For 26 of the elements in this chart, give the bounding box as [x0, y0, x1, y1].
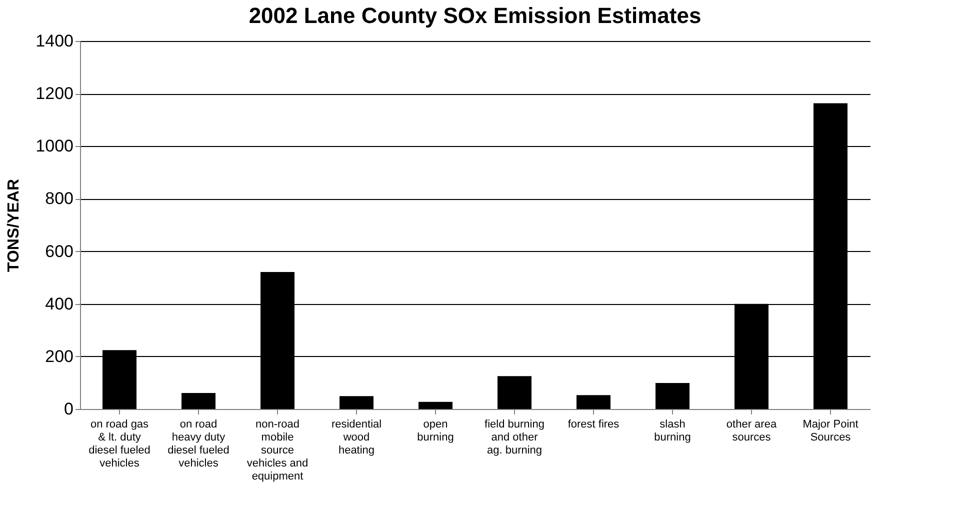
bar [498, 376, 532, 409]
y-tick-label: 600 [45, 242, 74, 261]
y-tick-label: 1000 [36, 136, 74, 156]
bar [656, 382, 690, 409]
x-tick-label: field burning and other ag. burning [484, 418, 544, 456]
bar [576, 395, 610, 409]
y-tick-label: 200 [45, 346, 74, 366]
x-tick-label: slash burning [654, 418, 691, 444]
y-tick-label: 1400 [36, 32, 74, 50]
x-tick-label: Major Point Sources [802, 418, 858, 444]
y-tick-label: 800 [45, 189, 74, 208]
x-tick-label: non-road mobile source vehicles and equipment [246, 418, 308, 482]
x-tick-label: other area sources [726, 418, 778, 444]
bar [418, 402, 452, 409]
bar [340, 396, 374, 409]
chart-title: 2002 Lane County SOx Emission Estimates [248, 3, 702, 28]
y-tick-label: 400 [45, 294, 74, 314]
x-tick-label: on road gas & lt. duty diesel fueled vehicles [88, 418, 150, 470]
y-axis-title: TONS/YEAR [6, 178, 23, 272]
x-tick-label: forest fires [568, 418, 620, 430]
y-tick-label: 1200 [36, 84, 74, 104]
x-tick-label: on road heavy duty diesel fueled vehicles [168, 418, 230, 470]
x-tick-label: open burning [417, 418, 454, 444]
y-tick-label: 0 [64, 400, 74, 418]
x-tick-label: residential wood heating [331, 418, 382, 456]
bar [182, 392, 216, 409]
